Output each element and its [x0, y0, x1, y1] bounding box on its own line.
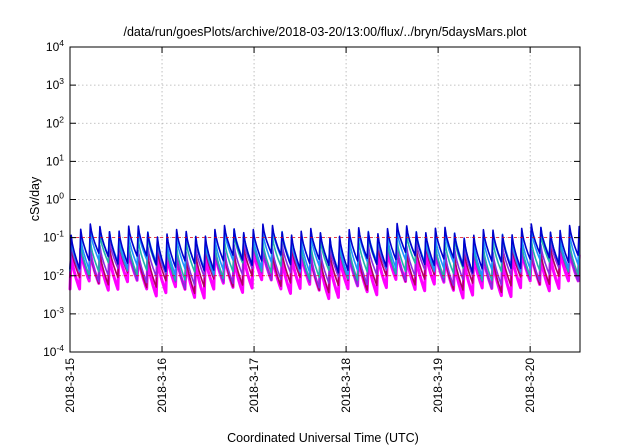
y-tick-label: 10-4: [43, 343, 64, 359]
grid-layer: [70, 47, 580, 352]
y-tick-label: 10-3: [43, 305, 64, 321]
chart-title: /data/run/goesPlots/archive/2018-03-20/1…: [123, 25, 527, 39]
y-tick-labels: 10-4 10-3 10-2 10-1 100 101 102 103 104: [43, 38, 64, 359]
series-line: [69, 222, 580, 274]
y-tick-label: 104: [46, 38, 64, 54]
x-tick-label: 2018-3-16: [155, 358, 169, 413]
x-tick-label: 2018-3-15: [63, 358, 77, 413]
reference-lines: [70, 237, 580, 277]
x-tick-label: 2018-3-18: [339, 358, 353, 413]
x-tick-label: 2018-3-17: [247, 358, 261, 413]
y-tick-label: 101: [46, 152, 64, 168]
series-layer: [68, 222, 581, 301]
x-tick-labels: 2018-3-15 2018-3-16 2018-3-17 2018-3-18 2018…: [63, 358, 537, 413]
x-tick-label: 2018-3-19: [431, 358, 445, 413]
y-axis-label: cSv/day: [28, 176, 42, 221]
y-tick-label: 102: [46, 114, 64, 130]
x-axis-label: Coordinated Universal Time (UTC): [227, 431, 419, 445]
y-tick-label: 100: [46, 191, 64, 207]
tick-layer: [69, 46, 580, 353]
x-tick-label: 2018-3-20: [523, 358, 537, 413]
y-tick-label: 103: [46, 76, 64, 92]
y-tick-label: 10-2: [43, 267, 64, 283]
series-line: [69, 242, 580, 295]
series-line: [69, 239, 580, 290]
y-tick-label: 10-1: [43, 229, 64, 245]
